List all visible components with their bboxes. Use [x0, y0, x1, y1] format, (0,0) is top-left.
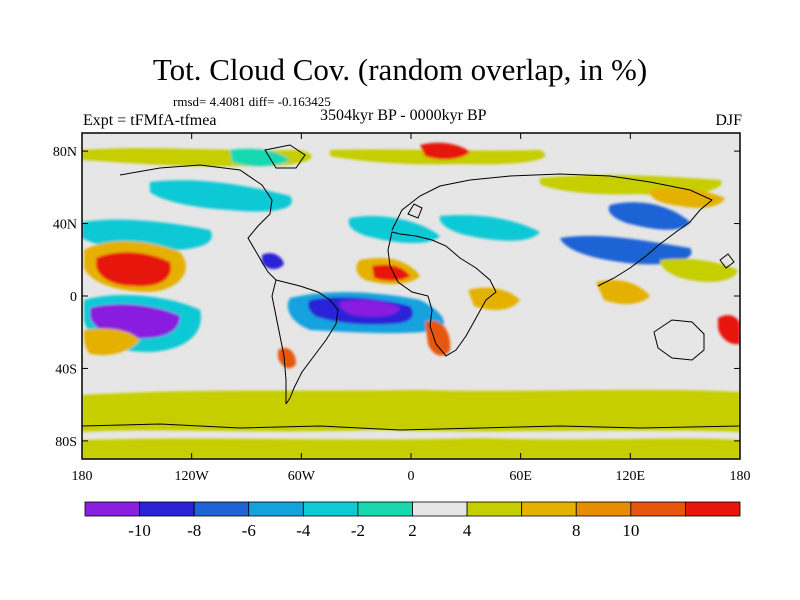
arctic-red	[420, 142, 470, 160]
sw-pacific-red	[718, 315, 740, 345]
north-america-coast	[119, 164, 277, 281]
period-label: 3504kyr BP - 0000kyr BP	[320, 107, 487, 124]
lat-tick-label: 80S	[55, 435, 77, 450]
colorbar-label: -2	[351, 521, 365, 540]
coastlines	[82, 144, 740, 431]
colorbar-label: -6	[242, 521, 256, 540]
chart-title: Tot. Cloud Cov. (random overlap, in %)	[152, 52, 648, 87]
lon-tick-label: 0	[408, 469, 415, 484]
s-america-red	[278, 347, 296, 369]
anomaly-field	[82, 142, 740, 459]
lon-tick-label: 120E	[616, 469, 646, 484]
eurasia-coast	[391, 173, 713, 287]
colorbar-label: 4	[463, 521, 472, 540]
longitude-axis: 180 120W 60W 0 60E 120E 180	[72, 133, 751, 484]
n-atlantic-red	[372, 264, 410, 281]
n-pacific-red	[96, 252, 171, 287]
south-america-west	[271, 279, 287, 404]
greenland-cyan	[230, 148, 290, 167]
colorbar-label: 10	[622, 521, 639, 540]
kamchatka-orange	[649, 187, 725, 208]
antarctica-coast	[82, 423, 740, 431]
colorbar-label: -10	[128, 521, 151, 540]
season-label: DJF	[715, 112, 742, 129]
pacific-cyan-2	[150, 180, 292, 212]
colorbar-swatch	[521, 501, 577, 517]
colorbar: -10 -8 -6 -4 -2 2 4 8 10	[84, 501, 741, 540]
lon-tick-label: 60E	[509, 469, 532, 484]
colorbar-swatch	[575, 501, 632, 517]
lon-tick-label: 180	[730, 469, 751, 484]
colorbar-label: 2	[408, 521, 417, 540]
w-pacific-blue	[560, 235, 692, 265]
maritime-orange	[596, 279, 650, 305]
colorbar-label: 8	[572, 521, 581, 540]
w-pacific-yellow	[660, 258, 738, 282]
lat-tick-label: 0	[70, 290, 77, 305]
colorbar-swatch	[630, 501, 686, 517]
mediterranean-cyan	[439, 215, 540, 241]
southern-ocean-band	[82, 389, 740, 432]
colorbar-swatch	[685, 501, 741, 517]
lon-tick-label: 60W	[288, 469, 316, 484]
colorbar-swatch	[466, 501, 523, 517]
latitude-axis: 80N 40N 0 40S 80S	[53, 145, 740, 450]
colorbar-swatch	[139, 501, 195, 517]
colorbar-swatch	[412, 501, 468, 517]
s-pacific-orange	[84, 328, 140, 356]
new-guinea-coast	[719, 253, 735, 269]
lat-tick-label: 40S	[55, 362, 77, 377]
lat-tick-label: 40N	[53, 218, 77, 233]
caribbean-navy	[262, 253, 284, 270]
experiment-label: Expt = tFMfA-tfmea	[83, 112, 217, 129]
lon-tick-label: 180	[72, 469, 93, 484]
colorbar-label: -8	[187, 521, 201, 540]
japan-blue	[608, 202, 690, 230]
south-america-coast	[275, 279, 339, 405]
greenland-coast	[264, 144, 306, 169]
colorbar-swatch	[193, 501, 250, 517]
colorbar-label: -4	[296, 521, 311, 540]
e-africa-orange	[468, 287, 520, 310]
equatorial-atlantic-purple	[339, 300, 400, 317]
australia-coast	[653, 319, 705, 361]
colorbar-swatch	[302, 501, 359, 517]
antarctic-band	[82, 438, 740, 459]
colorbar-swatch	[84, 501, 140, 517]
britain-coast	[407, 203, 423, 219]
colorbar-swatch	[248, 501, 304, 517]
africa-coast	[387, 231, 497, 357]
colorbar-swatch	[357, 501, 413, 517]
lon-tick-label: 120W	[175, 469, 210, 484]
lat-tick-label: 80N	[53, 145, 77, 160]
stats-subtitle: rmsd= 4.4081 diff= -0.163425	[173, 94, 331, 109]
